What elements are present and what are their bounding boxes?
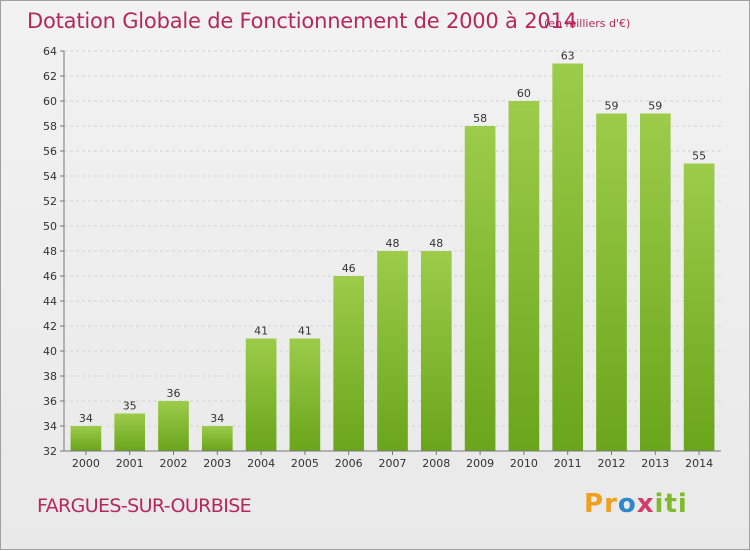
bar-value-label: 46 <box>342 262 356 275</box>
bar-value-label: 48 <box>386 237 400 250</box>
logo-letter: i <box>654 489 665 519</box>
logo-letter: i <box>677 489 688 519</box>
bar-2004 <box>245 338 277 451</box>
x-tick-label: 2012 <box>598 457 626 470</box>
bar-2010 <box>508 101 540 451</box>
bars: 34 35 36 34 41 41 46 48 48 58 60 63 59 59 55 <box>70 50 715 451</box>
logo-letter: P <box>584 489 605 519</box>
x-tick-label: 2004 <box>247 457 275 470</box>
x-tick-label: 2009 <box>466 457 494 470</box>
y-axis: 32 34 36 38 40 42 44 46 48 50 52 54 56 58 60 62 64 <box>43 45 64 458</box>
y-tick-label: 40 <box>43 345 57 358</box>
y-tick-label: 56 <box>43 145 57 158</box>
y-tick-label: 64 <box>43 45 57 58</box>
x-tick-label: 2002 <box>160 457 188 470</box>
bar-value-label: 41 <box>298 325 312 338</box>
y-tick-label: 36 <box>43 395 57 408</box>
y-tick-label: 62 <box>43 70 57 83</box>
bar-2012 <box>596 113 627 451</box>
y-tick-label: 32 <box>43 445 57 458</box>
y-tick-label: 52 <box>43 195 57 208</box>
logo-letter: r <box>604 489 618 519</box>
x-axis: 2000 2001 2002 2003 2004 2005 2006 2007 2008 2009… <box>72 451 713 470</box>
x-tick-label: 2010 <box>510 457 538 470</box>
bar-2007 <box>377 251 408 451</box>
x-tick-label: 2011 <box>554 457 582 470</box>
y-tick-label: 34 <box>43 420 57 433</box>
bar-2011 <box>552 63 584 451</box>
bar-value-label: 59 <box>648 100 662 113</box>
bar-value-label: 34 <box>210 412 224 425</box>
x-tick-label: 2014 <box>685 457 713 470</box>
y-tick-label: 58 <box>43 120 57 133</box>
logo-letter: x <box>636 489 655 519</box>
bar-2006 <box>333 276 365 451</box>
x-tick-label: 2013 <box>641 457 669 470</box>
x-tick-label: 2001 <box>116 457 144 470</box>
x-tick-label: 2005 <box>291 457 319 470</box>
bar-2000 <box>70 426 102 451</box>
bar-2005 <box>289 338 321 451</box>
bar-value-label: 63 <box>561 50 575 63</box>
bar-value-label: 41 <box>254 325 268 338</box>
bar-value-label: 36 <box>167 387 181 400</box>
x-tick-label: 2006 <box>335 457 363 470</box>
y-tick-label: 60 <box>43 95 57 108</box>
logo-letter: o <box>617 489 637 519</box>
y-tick-label: 42 <box>43 320 57 333</box>
logo-letter: t <box>664 489 678 519</box>
bar-2002 <box>158 401 189 451</box>
bar-value-label: 60 <box>517 87 531 100</box>
axes-lines <box>63 51 721 452</box>
bar-value-label: 34 <box>79 412 93 425</box>
chart-unit: (en milliers d'€) <box>544 17 631 30</box>
x-tick-label: 2008 <box>422 457 450 470</box>
x-tick-label: 2003 <box>203 457 231 470</box>
bar-2001 <box>114 413 146 451</box>
x-tick-label: 2007 <box>379 457 407 470</box>
bar-2013 <box>639 113 671 451</box>
proxiti-logo: Proxiti <box>584 489 688 519</box>
bar-value-label: 35 <box>123 400 137 413</box>
y-tick-label: 48 <box>43 245 57 258</box>
bar-2003 <box>201 426 233 451</box>
bar-value-label: 58 <box>473 112 487 125</box>
bar-value-label: 48 <box>429 237 443 250</box>
y-tick-label: 54 <box>43 170 57 183</box>
y-tick-label: 38 <box>43 370 57 383</box>
y-tick-label: 44 <box>43 295 57 308</box>
x-tick-label: 2000 <box>72 457 100 470</box>
y-tick-label: 46 <box>43 270 57 283</box>
bar-value-label: 55 <box>692 150 706 163</box>
bar-value-label: 59 <box>605 100 619 113</box>
y-tick-label: 50 <box>43 220 57 233</box>
chart-title: Dotation Globale de Fonctionnement de 20… <box>27 9 577 33</box>
commune-name: FARGUES-SUR-OURBISE <box>37 495 252 517</box>
bar-2014 <box>683 163 715 451</box>
bar-2009 <box>464 126 496 451</box>
bar-2008 <box>420 251 452 451</box>
